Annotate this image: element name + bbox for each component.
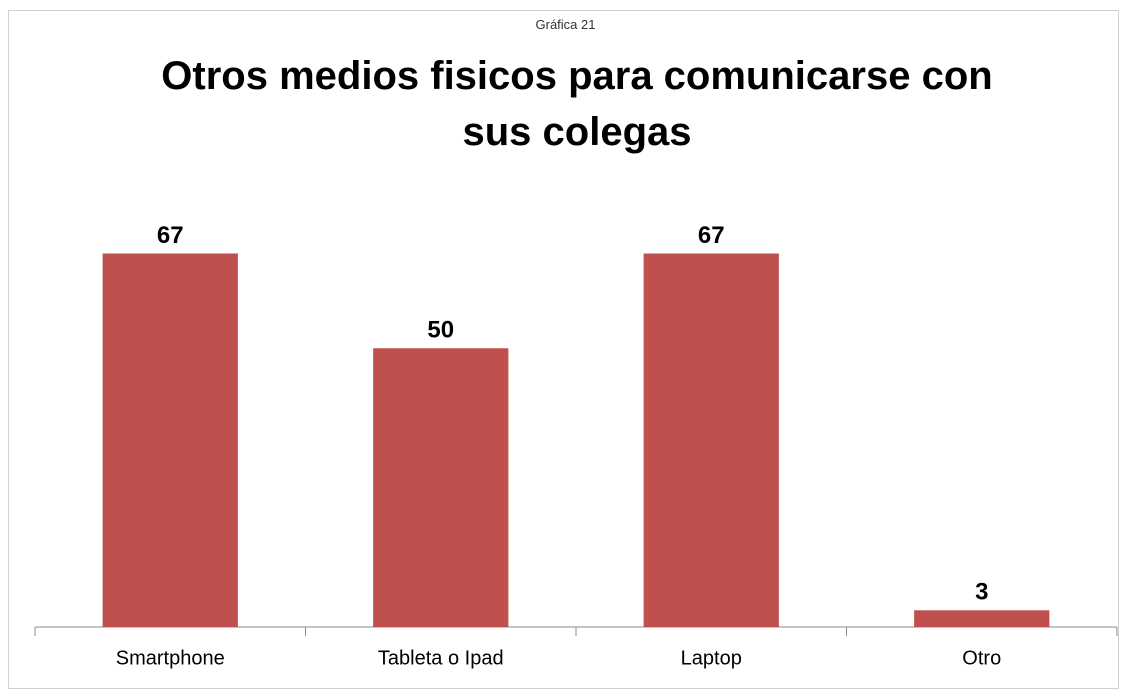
data-label: 67 <box>698 222 725 249</box>
chart-subtitle: Gráfica 21 <box>535 17 596 32</box>
x-tick-label: Otro <box>962 647 1001 669</box>
x-tick-label: Tableta o Ipad <box>378 647 504 669</box>
data-label: 67 <box>157 222 184 249</box>
bar <box>914 610 1050 627</box>
data-label: 50 <box>427 317 454 344</box>
data-label: 3 <box>975 579 988 606</box>
x-tick-label: Laptop <box>681 647 742 669</box>
bar <box>102 253 238 627</box>
chart-title: Otros medios fisicos para comunicarse co… <box>161 54 993 154</box>
chart-frame <box>8 10 1119 689</box>
bar <box>373 348 509 627</box>
x-tick-label: Smartphone <box>116 647 225 669</box>
bar <box>643 253 779 627</box>
